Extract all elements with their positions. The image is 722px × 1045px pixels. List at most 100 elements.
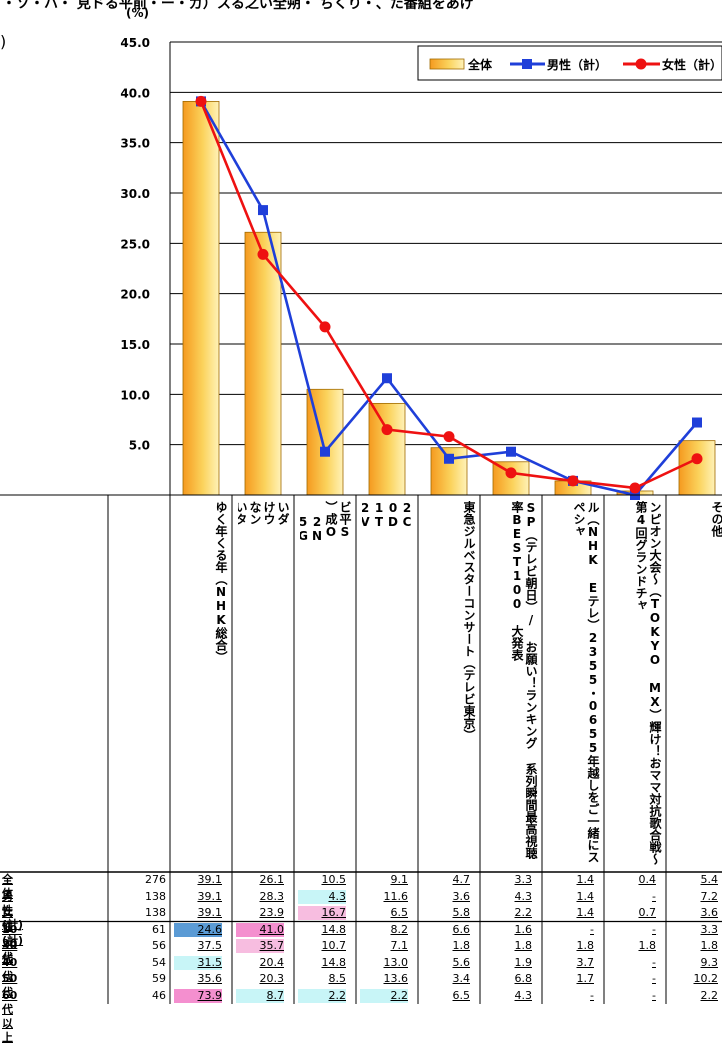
category-label: ゆく年くる年（NHK総合） xyxy=(214,501,228,663)
table-cell: 73.9 xyxy=(174,988,222,1003)
table-row-label: 全体 xyxy=(2,873,13,900)
legend-box xyxy=(417,45,722,81)
table-cell: 6.5 xyxy=(390,906,409,919)
table-cell: 3.4 xyxy=(452,972,471,985)
page-header-text: ・ソ・ハ・ 見ドる平前・ー・ガ）スる之い全朔・ ちくり・、た番組をあげ xyxy=(2,0,474,12)
bar xyxy=(678,440,716,496)
table-cell: 5.6 xyxy=(452,955,471,969)
bar xyxy=(182,100,220,496)
table-cell: 1.7 xyxy=(576,972,595,985)
table-cell: - xyxy=(590,988,594,1002)
table-row-label: 女性(計) xyxy=(2,906,24,947)
table-cell: 23.9 xyxy=(259,906,285,919)
table-cell: 1.8 xyxy=(576,939,595,952)
table-cell: 16.7 xyxy=(298,906,346,920)
left-mark: ) xyxy=(0,32,7,51)
table-cell: 35.7 xyxy=(236,939,284,953)
table-cell: - xyxy=(652,988,656,1002)
marker-female xyxy=(195,95,207,107)
marker-female xyxy=(381,424,393,436)
table-cell: 1.8 xyxy=(700,939,719,952)
marker-male xyxy=(692,417,702,428)
table-cell: 2.2 xyxy=(298,988,346,1003)
table-cell-n: 54 xyxy=(152,955,166,969)
table-cell: 5.4 xyxy=(700,873,719,886)
chart-svg: 45.0 40.0 35.0 30.0 25.0 20.0 15.0 10.0 5.0 全体 男性（… xyxy=(0,36,722,1004)
table-cell: 3.7 xyxy=(576,955,595,969)
category-label: その他 xyxy=(710,501,722,537)
table-cell: 9.3 xyxy=(700,955,719,969)
marker-male xyxy=(382,373,392,384)
table-row-label: 60代以上 xyxy=(2,988,18,1044)
table-cell: 37.5 xyxy=(197,939,223,952)
table-cell: 4.3 xyxy=(514,889,533,903)
legend-swatch-total xyxy=(429,58,465,70)
table-cell: 7.2 xyxy=(700,889,719,903)
table-cell: - xyxy=(652,972,656,985)
table-cell: 11.6 xyxy=(383,889,409,903)
y-tick-label: 20.0 xyxy=(120,288,150,302)
marker-female xyxy=(443,431,455,443)
table-cell-n: 46 xyxy=(152,988,166,1002)
table-cell: 39.1 xyxy=(197,906,223,919)
table-cell: 39.1 xyxy=(197,873,223,886)
marker-male xyxy=(444,453,454,464)
marker-male xyxy=(258,205,268,216)
table-cell: 31.5 xyxy=(174,955,222,970)
table-cell: - xyxy=(652,955,656,969)
marker-female xyxy=(691,453,703,465)
y-tick-label: 30.0 xyxy=(120,187,150,201)
table-cell: 8.7 xyxy=(236,988,284,1003)
marker-female xyxy=(505,467,517,479)
table-cell: 3.3 xyxy=(514,873,533,886)
y-unit-label: (%) xyxy=(126,6,149,20)
y-tick-label: 25.0 xyxy=(120,237,150,251)
table-cell: - xyxy=(590,922,594,936)
table-row-label: 30代 xyxy=(2,939,18,966)
table-cell: 10.7 xyxy=(321,939,347,952)
table-cell: 1.9 xyxy=(514,955,533,969)
table-cell: 4.3 xyxy=(514,988,533,1002)
table-cell: 26.1 xyxy=(259,873,285,886)
category-label: SP（テレビ朝日）/ お願い！ランキング 系列瞬間最高視聴率BEST100 大発… xyxy=(510,501,538,859)
table-row-label: 50代 xyxy=(2,972,18,999)
table-cell: 20.3 xyxy=(259,972,285,985)
table-cell: 14.8 xyxy=(321,955,347,969)
bar xyxy=(368,402,406,496)
table-cell-n: 61 xyxy=(152,922,166,936)
table-cell: 6.5 xyxy=(452,988,471,1002)
table-cell: 13.6 xyxy=(383,972,409,985)
legend-marker-male xyxy=(522,59,532,69)
table-cell-n: 276 xyxy=(145,873,166,886)
y-tick-label: 10.0 xyxy=(120,388,150,402)
table-cell-n: 56 xyxy=(152,939,166,952)
table-cell: 1.6 xyxy=(514,922,533,936)
table-cell: 24.6 xyxy=(174,922,222,937)
table-cell: 35.6 xyxy=(197,972,223,985)
table-cell: 14.8 xyxy=(321,922,347,936)
marker-female xyxy=(567,475,579,487)
category-label: ンピオン大会～（TOKYO MX）輝け！おママ対抗歌合戦～第4回グランドチャ xyxy=(634,501,662,865)
table-cell: 1.8 xyxy=(452,939,471,952)
table-cell: 9.1 xyxy=(390,873,409,886)
legend-label-male: 男性（計） xyxy=(547,57,607,72)
table-cell: 41.0 xyxy=(236,922,284,937)
table-cell: 0.7 xyxy=(638,906,657,919)
table-row-label: 10-20代 xyxy=(2,922,22,964)
marker-male xyxy=(320,446,330,457)
table-row-label: 男性(計) xyxy=(2,889,24,931)
table-cell: 6.8 xyxy=(514,972,533,985)
table-cell: 0.4 xyxy=(638,873,657,886)
table-cell: 2.2 xyxy=(700,988,719,1002)
category-label: ル（NHK Eテレ）2355・0655年越しをご一緒にスペシャ xyxy=(572,501,600,863)
marker-female xyxy=(257,248,269,260)
table-cell: 1.4 xyxy=(576,873,595,886)
table-cell: 13.0 xyxy=(383,955,409,969)
legend-label-total: 全体 xyxy=(467,57,493,72)
table-cell: 8.2 xyxy=(390,922,409,936)
table-cell: 28.3 xyxy=(259,889,285,903)
y-tick-label: 35.0 xyxy=(120,137,150,151)
y-tick-label: 5.0 xyxy=(129,439,150,453)
table-cell: 1.4 xyxy=(576,906,595,919)
table-cell: 1.4 xyxy=(576,889,595,903)
